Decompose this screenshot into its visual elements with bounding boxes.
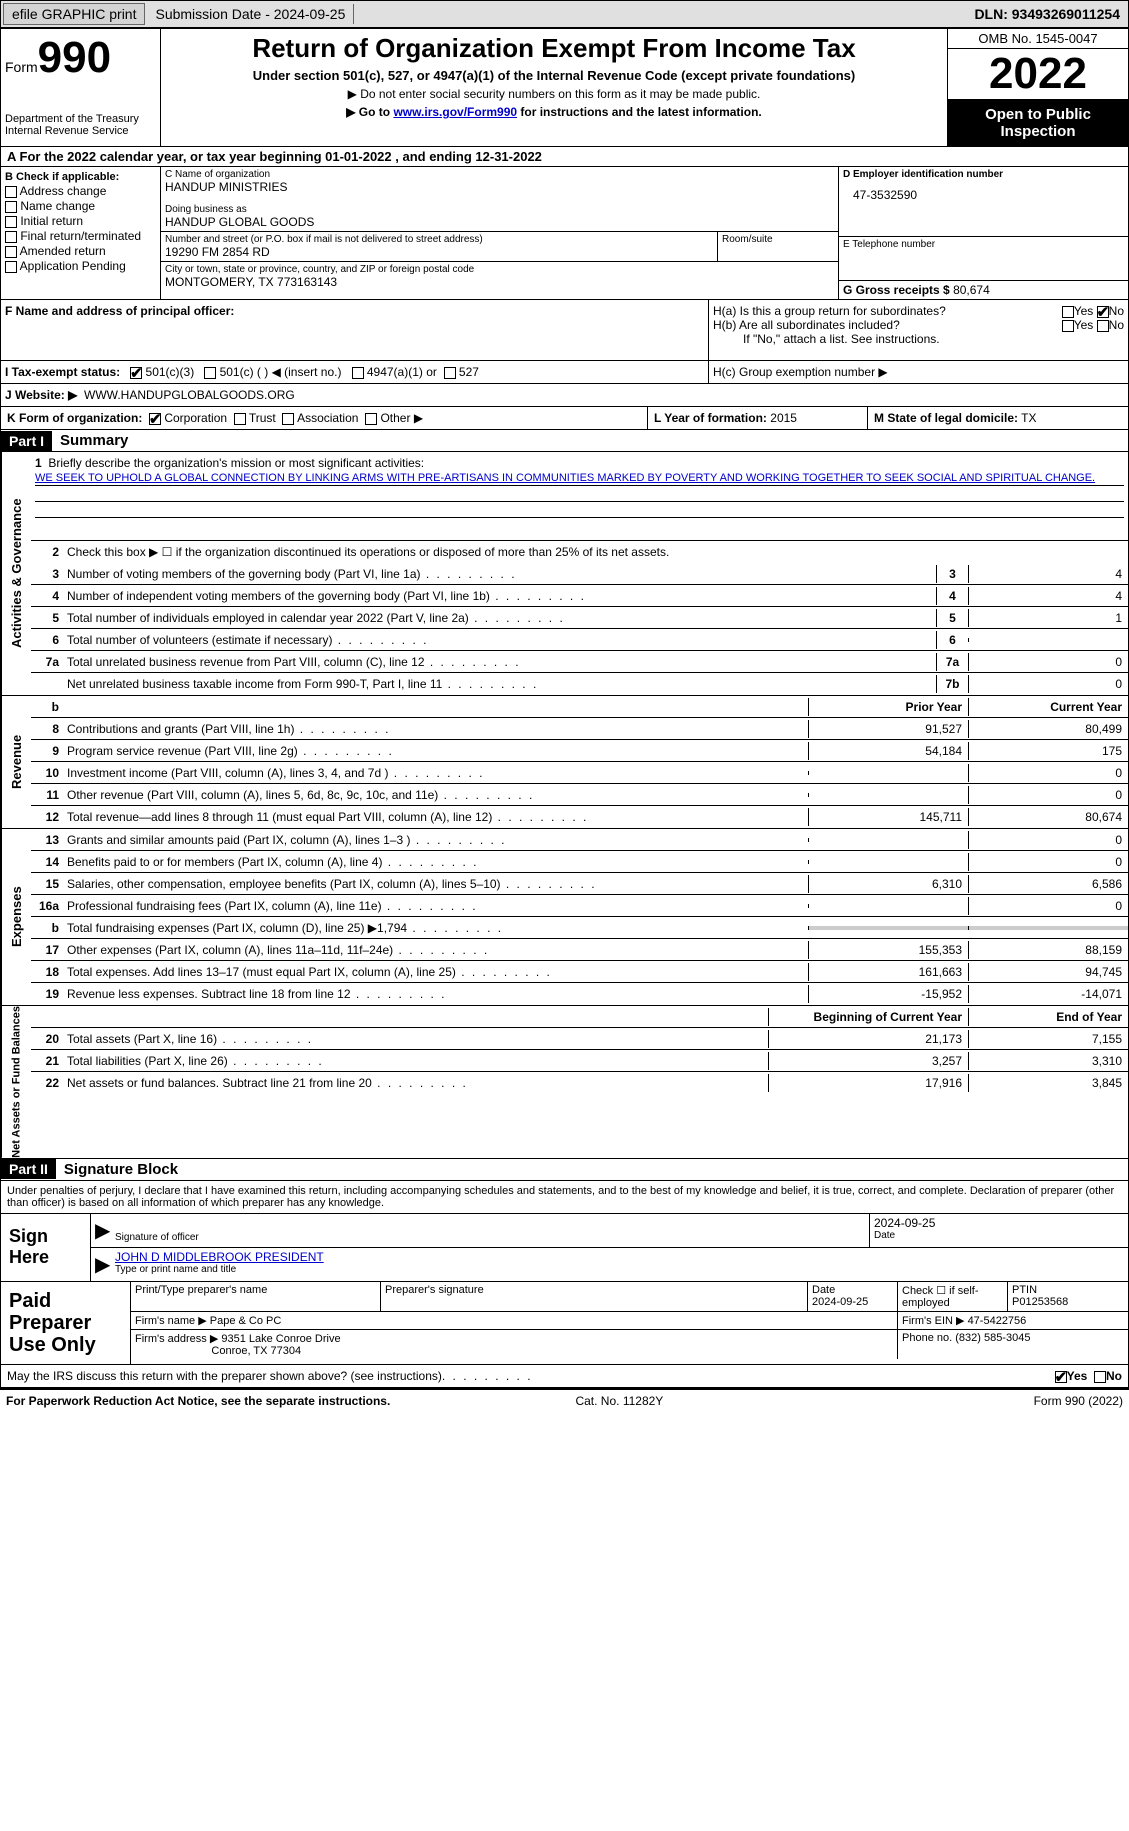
row-J: J Website: ▶ WWW.HANDUPGLOBALGOODS.ORG xyxy=(1,384,1128,406)
discuss-yes[interactable] xyxy=(1055,1371,1067,1383)
Ha: H(a) Is this a group return for subordin… xyxy=(713,304,1124,318)
chk-527[interactable] xyxy=(444,367,456,379)
chk-4947[interactable] xyxy=(352,367,364,379)
row-KLM: K Form of organization: Corporation Trus… xyxy=(0,407,1129,430)
summary-line: 4Number of independent voting members of… xyxy=(31,585,1128,607)
chk-assoc[interactable] xyxy=(282,413,294,425)
summary-line: 19Revenue less expenses. Subtract line 1… xyxy=(31,983,1128,1005)
form-title: Return of Organization Exempt From Incom… xyxy=(165,33,943,64)
street-cell: Number and street (or P.O. box if mail i… xyxy=(161,232,718,261)
chk-name-change[interactable]: Name change xyxy=(5,199,156,213)
summary-line: 9Program service revenue (Part VIII, lin… xyxy=(31,740,1128,762)
form-note-ssn: ▶ Do not enter social security numbers o… xyxy=(165,87,943,101)
summary-line: Net unrelated business taxable income fr… xyxy=(31,673,1128,695)
topbar: efile GRAPHIC print Submission Date - 20… xyxy=(0,0,1129,28)
Hb-note: If "No," attach a list. See instructions… xyxy=(713,332,1124,346)
efile-print-button[interactable]: efile GRAPHIC print xyxy=(3,3,145,25)
chk-final-return[interactable]: Final return/terminated xyxy=(5,229,156,243)
summary-line: 11Other revenue (Part VIII, column (A), … xyxy=(31,784,1128,806)
summary-line: 13Grants and similar amounts paid (Part … xyxy=(31,829,1128,851)
summary-line: 3Number of voting members of the governi… xyxy=(31,563,1128,585)
footer: For Paperwork Reduction Act Notice, see … xyxy=(0,1388,1129,1412)
sec-activities: Activities & Governance 1 Briefly descri… xyxy=(0,452,1129,696)
summary-line: 10Investment income (Part VIII, column (… xyxy=(31,762,1128,784)
col-B-checkboxes: B Check if applicable: Address change Na… xyxy=(1,167,161,299)
chk-501c3[interactable] xyxy=(130,367,142,379)
chk-501c[interactable] xyxy=(204,367,216,379)
open-inspection: Open to Public Inspection xyxy=(948,100,1128,146)
form-number: Form990 xyxy=(5,33,156,83)
chk-initial-return[interactable]: Initial return xyxy=(5,214,156,228)
Hc: H(c) Group exemption number ▶ xyxy=(708,361,1128,383)
summary-line: bTotal fundraising expenses (Part IX, co… xyxy=(31,917,1128,939)
ein-cell: D Employer identification number 47-3532… xyxy=(838,167,1128,237)
form-header: Form990 Department of the Treasury Inter… xyxy=(0,28,1129,147)
dln: DLN: 93493269011254 xyxy=(966,4,1128,24)
tax-year: 2022 xyxy=(948,49,1128,100)
chk-amended[interactable]: Amended return xyxy=(5,244,156,258)
summary-line: 20Total assets (Part X, line 16)21,1737,… xyxy=(31,1028,1128,1050)
summary-line: 21Total liabilities (Part X, line 26)3,2… xyxy=(31,1050,1128,1072)
F-label: F Name and address of principal officer: xyxy=(5,304,234,318)
summary-line: 17Other expenses (Part IX, column (A), l… xyxy=(31,939,1128,961)
org-name-cell: C Name of organization HANDUP MINISTRIES… xyxy=(161,167,838,232)
summary-line: 12Total revenue—add lines 8 through 11 (… xyxy=(31,806,1128,828)
sec-revenue: Revenue b Prior Year Current Year 8Contr… xyxy=(0,696,1129,829)
room-cell: Room/suite xyxy=(718,232,838,261)
part1-header: Part I Summary xyxy=(0,430,1129,452)
summary-line: 5Total number of individuals employed in… xyxy=(31,607,1128,629)
chk-corp[interactable] xyxy=(149,413,161,425)
signature-block: Under penalties of perjury, I declare th… xyxy=(0,1181,1129,1365)
chk-trust[interactable] xyxy=(234,413,246,425)
form-subtitle: Under section 501(c), 527, or 4947(a)(1)… xyxy=(165,68,943,83)
summary-line: 15Salaries, other compensation, employee… xyxy=(31,873,1128,895)
discuss-row: May the IRS discuss this return with the… xyxy=(0,1365,1129,1388)
section-FJ: F Name and address of principal officer:… xyxy=(0,300,1129,407)
mission-text: WE SEEK TO UPHOLD A GLOBAL CONNECTION BY… xyxy=(35,472,1124,486)
row-A-tax-year: A For the 2022 calendar year, or tax yea… xyxy=(0,147,1129,167)
summary-line: 18Total expenses. Add lines 13–17 (must … xyxy=(31,961,1128,983)
Hb: H(b) Are all subordinates included? Yes … xyxy=(713,318,1124,332)
part2-header: Part II Signature Block xyxy=(0,1159,1129,1181)
omb-number: OMB No. 1545-0047 xyxy=(948,29,1128,49)
summary-line: 6Total number of volunteers (estimate if… xyxy=(31,629,1128,651)
summary-line: 7aTotal unrelated business revenue from … xyxy=(31,651,1128,673)
irs-link[interactable]: www.irs.gov/Form990 xyxy=(393,105,517,119)
phone-cell: E Telephone number xyxy=(838,237,1128,281)
sec-expenses: Expenses 13Grants and similar amounts pa… xyxy=(0,829,1129,1006)
submission-date: Submission Date - 2024-09-25 xyxy=(147,4,354,24)
summary-line: 8Contributions and grants (Part VIII, li… xyxy=(31,718,1128,740)
summary-line: 22Net assets or fund balances. Subtract … xyxy=(31,1072,1128,1094)
city-cell: City or town, state or province, country… xyxy=(161,262,838,291)
chk-other[interactable] xyxy=(365,413,377,425)
chk-address-change[interactable]: Address change xyxy=(5,184,156,198)
row-I: I Tax-exempt status: 501(c)(3) 501(c) ( … xyxy=(1,361,708,383)
summary-line: 14Benefits paid to or for members (Part … xyxy=(31,851,1128,873)
form-note-link: ▶ Go to www.irs.gov/Form990 for instruct… xyxy=(165,105,943,119)
dept-treasury: Department of the Treasury Internal Reve… xyxy=(5,113,156,137)
gross-receipts-cell: G Gross receipts $ 80,674 xyxy=(838,281,1128,299)
discuss-no[interactable] xyxy=(1094,1371,1106,1383)
chk-pending[interactable]: Application Pending xyxy=(5,259,156,273)
identity-box: B Check if applicable: Address change Na… xyxy=(0,167,1129,300)
summary-line: 16aProfessional fundraising fees (Part I… xyxy=(31,895,1128,917)
sec-net-assets: Net Assets or Fund Balances Beginning of… xyxy=(0,1006,1129,1159)
